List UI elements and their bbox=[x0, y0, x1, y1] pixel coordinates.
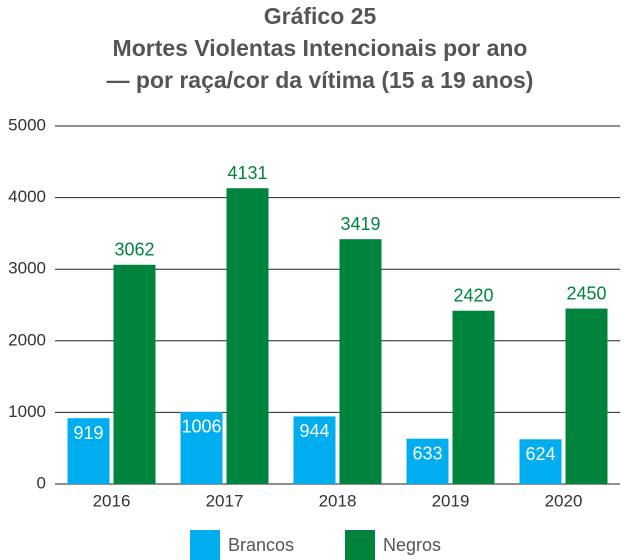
chart-subtitle: Mortes Violentas Intencionais por ano bbox=[113, 35, 528, 61]
legend-label: Negros bbox=[383, 535, 441, 555]
value-label: 4131 bbox=[227, 163, 267, 183]
bar bbox=[226, 188, 269, 484]
value-label: 3062 bbox=[114, 240, 154, 260]
value-label: 2420 bbox=[453, 285, 493, 305]
x-tick-label: 2019 bbox=[432, 491, 470, 510]
value-label: 633 bbox=[412, 443, 442, 463]
x-tick-label: 2017 bbox=[206, 491, 244, 510]
chart-subtitle: — por raça/cor da vítima (15 a 19 anos) bbox=[107, 67, 534, 93]
y-tick-label: 0 bbox=[37, 473, 46, 492]
value-label: 919 bbox=[73, 423, 103, 443]
chart-title: Gráfico 25 bbox=[264, 3, 377, 29]
bar bbox=[67, 418, 110, 484]
bar bbox=[406, 438, 449, 484]
bar bbox=[293, 416, 336, 484]
y-tick-label: 5000 bbox=[8, 115, 46, 134]
y-tick-label: 2000 bbox=[8, 330, 46, 349]
bar bbox=[339, 239, 382, 484]
value-label: 2450 bbox=[566, 283, 606, 303]
bar bbox=[452, 310, 495, 484]
x-tick-label: 2020 bbox=[545, 491, 583, 510]
y-tick-label: 1000 bbox=[8, 402, 46, 421]
bar bbox=[565, 308, 608, 484]
bar bbox=[519, 439, 562, 484]
legend-swatch bbox=[190, 530, 220, 560]
x-tick-label: 2016 bbox=[93, 491, 131, 510]
y-tick-label: 4000 bbox=[8, 187, 46, 206]
y-tick-label: 3000 bbox=[8, 259, 46, 278]
value-label: 944 bbox=[299, 421, 329, 441]
value-label: 3419 bbox=[340, 214, 380, 234]
legend-swatch bbox=[345, 530, 375, 560]
value-label: 624 bbox=[525, 444, 555, 464]
bar bbox=[113, 264, 156, 484]
bar bbox=[180, 411, 223, 484]
value-label: 1006 bbox=[181, 417, 221, 437]
legend-label: Brancos bbox=[228, 535, 294, 555]
x-tick-label: 2018 bbox=[319, 491, 357, 510]
